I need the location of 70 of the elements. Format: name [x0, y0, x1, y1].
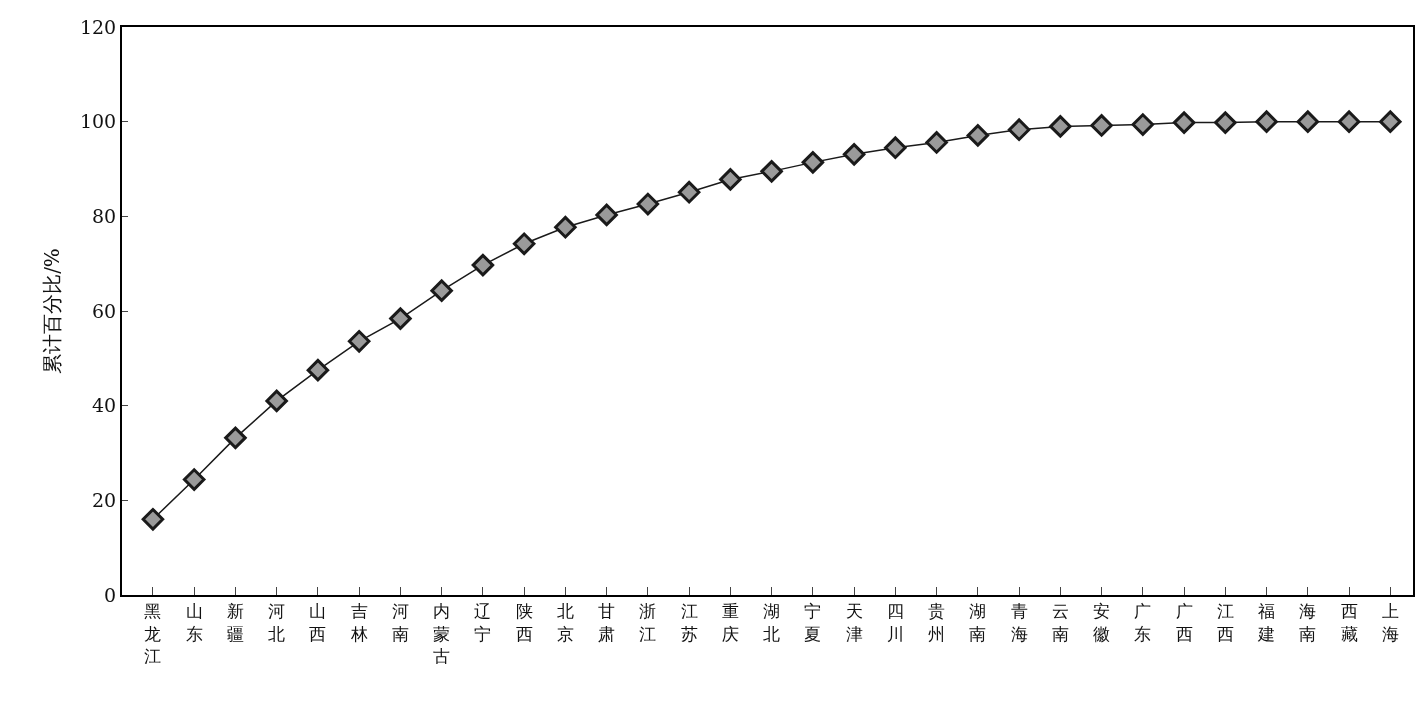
- point: [389, 307, 412, 330]
- point: [265, 389, 288, 413]
- point: [1172, 111, 1196, 134]
- point: [677, 180, 701, 204]
- point: [1337, 110, 1361, 133]
- point: [1255, 110, 1278, 133]
- x-tick-label: 辽宁: [474, 601, 492, 644]
- point: [884, 136, 907, 159]
- x-tick-label: 海南: [1299, 601, 1317, 644]
- x-tick-label: 青海: [1010, 601, 1028, 644]
- point: [1296, 110, 1320, 133]
- x-tick-label: 重庆: [721, 601, 739, 644]
- point: [1049, 115, 1072, 138]
- x-tick-label: 山西: [309, 601, 327, 644]
- x-tick-label: 福建: [1257, 601, 1276, 644]
- x-tick-label: 浙江: [639, 601, 657, 644]
- x-tick-label: 云南: [1051, 601, 1069, 644]
- y-tick-label: 80: [92, 204, 117, 227]
- y-tick-label: 120: [79, 15, 117, 38]
- x-tick-label: 甘肃: [598, 601, 616, 644]
- y-tick-label: 20: [92, 488, 117, 511]
- y-tick-label: 0: [104, 583, 117, 606]
- point: [306, 358, 330, 382]
- point: [224, 426, 247, 450]
- y-tick-label: 40: [92, 394, 117, 417]
- point: [512, 232, 536, 256]
- point: [842, 143, 866, 166]
- y-tick-label: 100: [79, 110, 117, 133]
- x-tick-label: 上海: [1381, 601, 1399, 644]
- point: [719, 168, 742, 191]
- x-tick-label: 广东: [1134, 601, 1152, 644]
- point: [925, 131, 948, 154]
- point: [1090, 114, 1113, 137]
- x-tick-label: 贵州: [928, 601, 946, 644]
- x-tick-label: 江西: [1216, 601, 1234, 644]
- x-tick-label: 河南: [391, 601, 409, 644]
- point: [471, 253, 495, 277]
- point: [760, 160, 783, 183]
- point: [141, 508, 165, 531]
- x-tick-label: 北京: [556, 601, 574, 644]
- x-tick-label: 黑龙江: [144, 601, 162, 666]
- y-tick-label: 60: [92, 299, 117, 322]
- x-tick-label: 天津: [845, 601, 863, 644]
- point: [1131, 113, 1155, 136]
- y-axis-title: 累计百分比/%: [39, 248, 64, 374]
- x-tick-label: 四川: [886, 601, 904, 644]
- x-tick-label: 西藏: [1340, 601, 1358, 644]
- point: [182, 468, 206, 491]
- x-tick-label: 江苏: [680, 601, 698, 644]
- point: [430, 279, 453, 302]
- point: [1214, 111, 1237, 134]
- point: [554, 215, 577, 239]
- point: [1379, 110, 1402, 133]
- point: [347, 330, 371, 353]
- x-tick-label: 新疆: [226, 601, 244, 644]
- x-tick-label: 山东: [185, 601, 203, 644]
- x-tick-label: 宁夏: [804, 601, 822, 644]
- x-tick-label: 湖南: [969, 601, 987, 644]
- x-tick-label: 河北: [268, 601, 286, 644]
- x-tick-label: 广西: [1175, 601, 1193, 644]
- point: [801, 151, 825, 174]
- point: [966, 124, 990, 147]
- x-tick-label: 陕西: [515, 601, 533, 644]
- point: [595, 203, 618, 227]
- x-tick-label: 吉林: [349, 601, 368, 644]
- x-tick-label: 湖北: [763, 601, 781, 644]
- point: [636, 192, 660, 216]
- x-tick-label: 内蒙古: [433, 601, 451, 666]
- point: [1007, 118, 1031, 141]
- x-tick-label: 安徽: [1093, 601, 1111, 644]
